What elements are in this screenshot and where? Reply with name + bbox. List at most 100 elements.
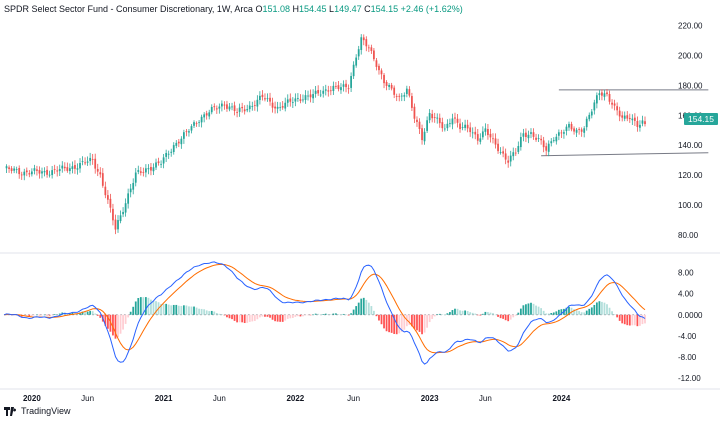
candle-body (598, 93, 601, 96)
macd-histogram-bar (200, 308, 203, 315)
macd-histogram-bar (309, 314, 312, 316)
candle-body (545, 146, 548, 151)
macd-histogram-bar (639, 314, 641, 326)
macd-histogram-bar (180, 305, 183, 315)
candle-body (431, 113, 434, 119)
macd-histogram-bar (621, 314, 624, 324)
tradingview-logo[interactable]: TradingView (4, 406, 71, 416)
candle-body (319, 94, 322, 96)
candle-body (441, 122, 444, 129)
candle-body (172, 145, 175, 152)
time-tick-label: Jun (479, 394, 492, 403)
macd-histogram-bar (626, 314, 629, 326)
macd-histogram-bar (124, 314, 127, 324)
macd-histogram-bar (137, 298, 140, 315)
candle-body (608, 94, 611, 102)
signal-line (3, 263, 646, 354)
candle-body (190, 126, 193, 131)
macd-histogram-bar (593, 304, 596, 315)
time-tick-label: Jun (347, 394, 360, 403)
macd-histogram-bar (461, 310, 464, 315)
candle-body (23, 171, 26, 176)
candle-body (5, 166, 8, 169)
candle-body (281, 106, 284, 108)
candle-body (261, 94, 264, 98)
candle-body (284, 102, 287, 109)
candle-body (578, 129, 581, 130)
macd-histogram-bar (413, 314, 416, 329)
candle-body (79, 162, 81, 169)
macd-histogram-bar (355, 306, 358, 315)
candle-body (74, 165, 76, 169)
candle-body (185, 131, 188, 133)
macd-histogram-bar (96, 314, 99, 316)
macd-histogram-bar (165, 303, 168, 315)
candle-body (25, 170, 28, 173)
macd-histogram-bar (443, 314, 446, 316)
candle-body (456, 118, 459, 123)
candle-body (109, 198, 112, 208)
macd-histogram-bar (517, 312, 520, 315)
candle-body (68, 168, 71, 172)
candle-body (46, 169, 48, 175)
macd-histogram-bar (317, 313, 320, 315)
macd-histogram (4, 297, 646, 339)
candle-body (408, 89, 411, 96)
macd-histogram-bar (210, 310, 213, 315)
candle-body (474, 131, 477, 135)
candle-body (56, 170, 59, 172)
macd-histogram-bar (195, 307, 198, 315)
macd-histogram-bar (636, 314, 639, 327)
candle-body (127, 193, 130, 204)
candle-body (357, 49, 360, 57)
candle-body (352, 64, 355, 77)
candle-body (253, 105, 256, 106)
ohlc-open: 151.08 (262, 4, 290, 14)
candle-body (547, 143, 550, 152)
macd-histogram-bar (312, 314, 314, 316)
candle-body (487, 129, 489, 136)
candle-body (20, 174, 23, 176)
macd-histogram-bar (264, 314, 266, 317)
candle-body (15, 169, 18, 170)
macd-histogram-bar (362, 297, 365, 315)
macd-histogram-bar (494, 314, 497, 316)
candle-body (626, 115, 629, 119)
macd-histogram-bar (25, 314, 28, 317)
candle-body (114, 219, 117, 230)
candle-body (542, 140, 545, 148)
macd-histogram-bar (71, 312, 74, 315)
candle-body (504, 153, 507, 160)
candle-body (375, 60, 378, 67)
macd-histogram-bar (545, 313, 548, 315)
candle-body (631, 118, 634, 121)
candle-body (274, 106, 276, 109)
candle-body (279, 107, 282, 109)
candle-body (294, 98, 297, 102)
macd-histogram-bar (378, 314, 380, 321)
candle-body (304, 95, 307, 100)
price-tick-label: 180.00 (678, 81, 703, 90)
candle-body (595, 95, 598, 104)
candle-body (238, 107, 241, 112)
price-tick-label: 120.00 (678, 171, 703, 180)
macd-histogram-bar (547, 313, 550, 315)
macd-histogram-bar (276, 314, 279, 322)
candle-body (519, 137, 522, 148)
candle-body (628, 117, 631, 120)
candle-body (51, 170, 54, 176)
macd-histogram-bar (623, 314, 626, 325)
candle-body (309, 94, 312, 98)
candle-body (259, 95, 261, 101)
candle-body (405, 88, 408, 94)
candle-body (532, 132, 535, 137)
candle-body (165, 152, 168, 157)
macd-histogram-bar (167, 304, 170, 315)
macd-histogram-bar (411, 314, 413, 327)
candle-body (48, 174, 51, 176)
candle-body (276, 106, 279, 109)
candle-body (560, 132, 563, 134)
candle-body (302, 99, 304, 101)
macd-histogram-bar (193, 306, 195, 315)
